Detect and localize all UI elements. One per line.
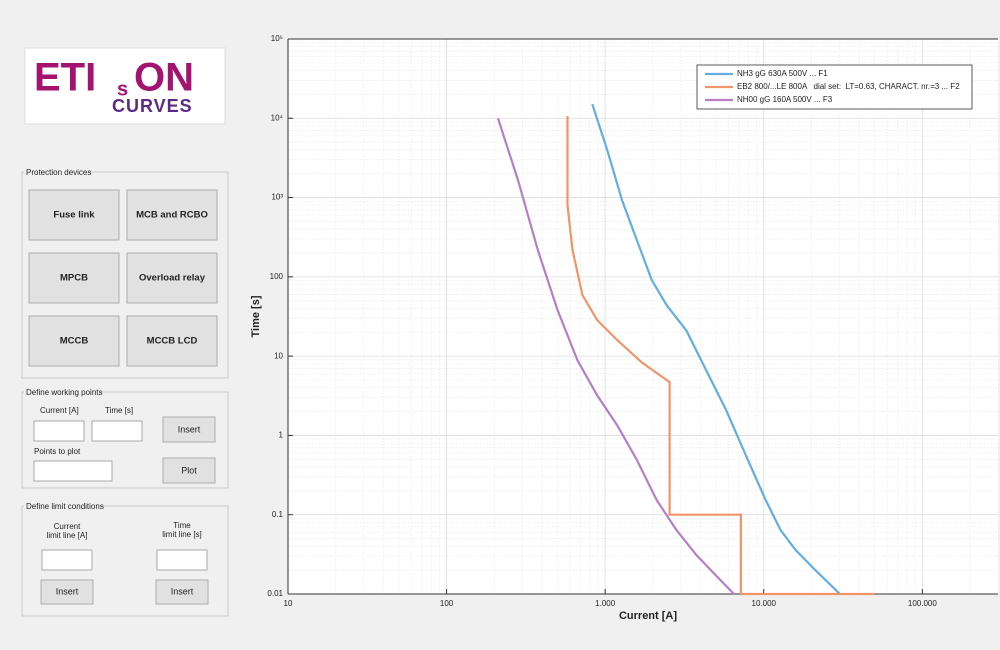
y-tick-label: 10: [274, 351, 283, 360]
input[interactable]: [33, 420, 85, 442]
legend-box: [696, 64, 973, 110]
input[interactable]: [41, 549, 93, 571]
x-axis-label: Current [A]: [619, 610, 677, 622]
x-tick-label: 10.000: [752, 599, 777, 608]
logo-subtitle: CURVES: [112, 96, 193, 116]
input[interactable]: [33, 460, 113, 482]
input[interactable]: [91, 420, 143, 442]
logo-text: ON: [134, 56, 194, 100]
y-axis-label: Time [s]: [250, 295, 262, 337]
label: Points to plot: [34, 447, 81, 456]
panel: [21, 505, 229, 617]
x-tick-label: 1.000: [595, 599, 616, 608]
button[interactable]: [28, 315, 120, 367]
y-tick-label: 10⁵: [271, 34, 283, 43]
button[interactable]: [126, 315, 218, 367]
panel-title-bg: [24, 502, 100, 511]
panel-title-bg: [24, 168, 88, 177]
panel-title: Define working points: [26, 388, 102, 397]
panel: [21, 171, 229, 379]
button-label: Plot: [181, 465, 197, 475]
y-tick-label: 0.01: [267, 589, 283, 598]
button[interactable]: [28, 252, 120, 304]
legend-label: EB2 800/...LE 800A dial set: LT=0.63, CH…: [737, 82, 960, 91]
chart: 10 100 1.000 10.000 100.000 0.01 0.1 1 10 100 10³ 1…: [250, 34, 998, 622]
series-line: [591, 103, 841, 595]
y-tick-label: 1: [279, 431, 284, 440]
label: limit line [A]: [47, 531, 88, 540]
button[interactable]: [126, 189, 218, 241]
y-tick-label: 10⁴: [271, 113, 284, 122]
button-label: MCB and RCBO: [136, 210, 208, 221]
button-label: Insert: [171, 586, 194, 596]
series-line: [496, 117, 735, 595]
button-label: Insert: [56, 586, 79, 596]
panel: [21, 391, 229, 489]
input[interactable]: [156, 549, 208, 571]
legend-label: NH00 gG 160A 500V ... F3: [737, 95, 833, 104]
label: limit line [s]: [162, 530, 202, 539]
button[interactable]: [162, 416, 216, 443]
y-tick-label: 10³: [271, 193, 283, 202]
y-tick-label: 0.1: [272, 510, 284, 519]
button-label: Overload relay: [139, 273, 206, 284]
button-label: MCCB: [60, 336, 89, 347]
button-label: MPCB: [60, 273, 88, 284]
y-tick-label: 100: [270, 272, 284, 281]
logo-text: ETI: [34, 56, 96, 100]
label: Time: [173, 521, 191, 530]
x-tick-label: 100: [440, 599, 454, 608]
label: Current [A]: [40, 406, 79, 415]
button-label: Fuse link: [53, 210, 95, 221]
x-tick-label: 10: [284, 599, 293, 608]
label: Current: [54, 522, 81, 531]
panel-title: Define limit conditions: [26, 502, 104, 511]
button[interactable]: [126, 252, 218, 304]
button[interactable]: [40, 579, 94, 605]
panel-title-bg: [24, 388, 100, 397]
x-tick-label: 100.000: [908, 599, 937, 608]
plot-area: [288, 39, 998, 594]
button[interactable]: [28, 189, 120, 241]
button-label: MCCB LCD: [147, 336, 198, 347]
logo-box: [24, 47, 226, 125]
legend-label: NH3 gG 630A 500V ... F1: [737, 69, 828, 78]
label: Time [s]: [105, 406, 133, 415]
button-label: Insert: [178, 424, 201, 434]
logo-text: s: [117, 78, 128, 100]
series-line: [566, 116, 875, 596]
button[interactable]: [162, 457, 216, 484]
panel-title: Protection devices: [26, 168, 91, 177]
button[interactable]: [155, 579, 209, 605]
